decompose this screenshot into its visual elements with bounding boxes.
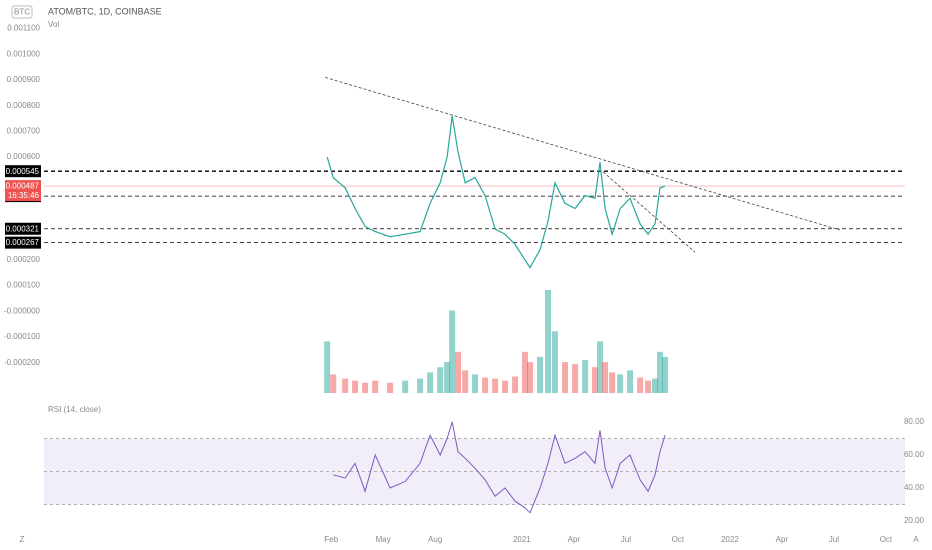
volume-label: Vol	[48, 20, 59, 29]
y-tick-label: -0.000200	[4, 358, 41, 367]
y-tick-label: -0.000100	[4, 332, 41, 341]
volume-bar	[352, 380, 359, 393]
level-box	[5, 165, 41, 178]
y-tick-label: 0.000600	[7, 152, 41, 161]
volume-bar	[427, 372, 434, 393]
volume-bar	[472, 374, 479, 393]
corner-right[interactable]: A	[913, 535, 919, 544]
rsi-tick-label: 20.00	[904, 516, 925, 525]
level-box	[5, 236, 41, 249]
trendline	[325, 76, 841, 231]
x-tick-label: Aug	[428, 535, 442, 544]
volume-bar	[462, 370, 469, 393]
rsi-label: RSI (14, close)	[48, 405, 101, 414]
volume-bar	[645, 380, 652, 393]
volume-bar	[537, 356, 544, 393]
volume-bar	[455, 351, 462, 393]
volume-bar	[372, 380, 379, 393]
y-tick-label: 0.001100	[7, 24, 40, 33]
rsi-band	[44, 438, 905, 505]
x-tick-label: 2022	[721, 535, 739, 544]
volume-bar	[342, 378, 349, 393]
x-tick-label: Apr	[568, 535, 581, 544]
y-tick-label: 0.000800	[7, 101, 41, 110]
x-tick-label: Apr	[776, 535, 789, 544]
rsi-tick-label: 80.00	[904, 417, 925, 426]
price-line	[326, 115, 666, 269]
volume-bar	[617, 374, 624, 393]
volume-bar	[637, 377, 644, 393]
volume-bar	[362, 382, 369, 393]
corner-left[interactable]: Z	[20, 535, 25, 544]
x-tick-label: 2021	[513, 535, 531, 544]
trendline	[602, 171, 696, 253]
last-price-label: 0.000487	[6, 182, 40, 191]
x-tick-label: Oct	[672, 535, 685, 544]
y-tick-label: 0.000200	[7, 255, 41, 264]
currency-box	[11, 5, 33, 19]
volume-bar	[492, 378, 499, 393]
y-tick-label: 0.000700	[7, 126, 41, 135]
x-tick-label: Oct	[880, 535, 893, 544]
volume-bar	[449, 310, 456, 393]
volume-bar	[417, 378, 424, 393]
level-label: 0.000267	[6, 238, 40, 247]
volume-bar	[437, 367, 444, 393]
x-tick-label: Feb	[324, 535, 338, 544]
volume-bar	[444, 362, 451, 393]
y-tick-label: -0.000000	[4, 306, 41, 315]
volume-bar	[387, 382, 394, 393]
rsi-line	[333, 421, 666, 514]
y-tick-label: 0.000900	[7, 75, 41, 84]
volume-bar	[562, 362, 569, 393]
rsi-tick-label: 60.00	[904, 450, 925, 459]
x-tick-label: May	[376, 535, 391, 544]
chart-title: ATOM/BTC, 1D, COINBASE	[48, 6, 162, 16]
volume-bar	[609, 372, 616, 393]
volume-bar	[572, 364, 579, 393]
volume-bar	[521, 351, 528, 393]
volume-bar	[482, 377, 489, 393]
y-tick-label: 0.001000	[7, 49, 41, 58]
level-box	[5, 222, 41, 235]
volume-bar	[551, 331, 558, 393]
volume-bar	[402, 380, 409, 393]
volume-bar	[662, 356, 669, 393]
volume-bar	[330, 374, 337, 393]
volume-bar	[526, 362, 533, 393]
volume-bar	[512, 376, 519, 393]
rsi-tick-label: 40.00	[904, 483, 925, 492]
volume-bar	[582, 360, 589, 393]
volume-bar	[657, 351, 664, 393]
volume-bar	[597, 341, 604, 393]
volume-bar	[502, 380, 509, 393]
y-tick-label: 0.000100	[7, 281, 41, 290]
volume-bar	[545, 290, 552, 393]
countdown: 16:35:46	[8, 191, 40, 200]
currency: BTC	[14, 8, 30, 17]
level-label: 0.000321	[6, 224, 40, 233]
last-price-box	[5, 180, 41, 202]
volume-bar	[627, 370, 634, 393]
volume-bar	[592, 367, 599, 393]
level-label: 0.000545	[6, 167, 40, 176]
volume-bar	[602, 362, 609, 393]
x-tick-label: Jul	[621, 535, 631, 544]
volume-bar	[651, 378, 658, 393]
volume-bar	[324, 341, 331, 393]
x-tick-label: Jul	[829, 535, 839, 544]
